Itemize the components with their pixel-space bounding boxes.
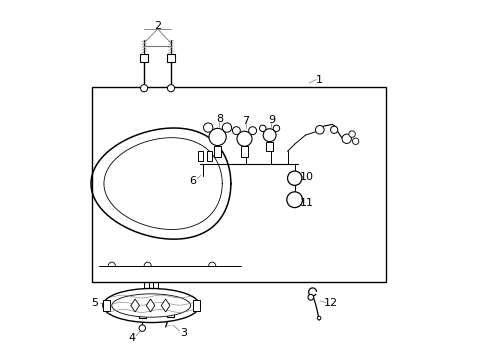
Bar: [92, 87, 386, 282]
Circle shape: [341, 134, 351, 143]
Bar: [192, 300, 199, 311]
Circle shape: [317, 316, 320, 320]
Text: 10: 10: [299, 172, 313, 182]
Bar: [198, 151, 203, 161]
Circle shape: [348, 131, 355, 137]
Bar: [139, 312, 145, 318]
Bar: [167, 54, 175, 62]
Circle shape: [352, 138, 358, 144]
Circle shape: [139, 325, 145, 331]
Circle shape: [248, 127, 256, 135]
Bar: [167, 311, 174, 317]
Circle shape: [232, 127, 240, 135]
Text: 9: 9: [267, 115, 274, 125]
Bar: [206, 151, 211, 161]
Bar: [102, 300, 110, 311]
Text: 6: 6: [189, 176, 196, 186]
Text: 5: 5: [91, 298, 98, 308]
Circle shape: [287, 171, 301, 185]
Circle shape: [208, 129, 226, 145]
Bar: [214, 145, 221, 157]
Ellipse shape: [112, 294, 190, 317]
Bar: [265, 141, 273, 150]
Polygon shape: [161, 299, 169, 312]
Polygon shape: [131, 299, 139, 312]
Text: 3: 3: [180, 328, 186, 338]
Circle shape: [273, 125, 279, 131]
Circle shape: [263, 129, 276, 141]
Ellipse shape: [102, 288, 199, 323]
Circle shape: [315, 126, 324, 134]
Circle shape: [167, 85, 174, 92]
Bar: [241, 146, 247, 157]
Text: 11: 11: [299, 198, 313, 208]
Text: 4: 4: [128, 333, 135, 343]
Circle shape: [237, 131, 251, 146]
Circle shape: [259, 125, 265, 131]
Text: 8: 8: [215, 114, 223, 124]
Circle shape: [307, 294, 313, 300]
Polygon shape: [146, 299, 155, 312]
Circle shape: [222, 123, 231, 132]
Text: 7: 7: [242, 116, 248, 126]
Text: 1: 1: [316, 75, 323, 85]
Circle shape: [203, 123, 212, 132]
Circle shape: [330, 126, 337, 134]
Text: 12: 12: [323, 298, 337, 308]
Text: 2: 2: [154, 21, 161, 31]
Bar: [140, 54, 148, 62]
Circle shape: [286, 192, 302, 208]
Circle shape: [140, 85, 147, 92]
